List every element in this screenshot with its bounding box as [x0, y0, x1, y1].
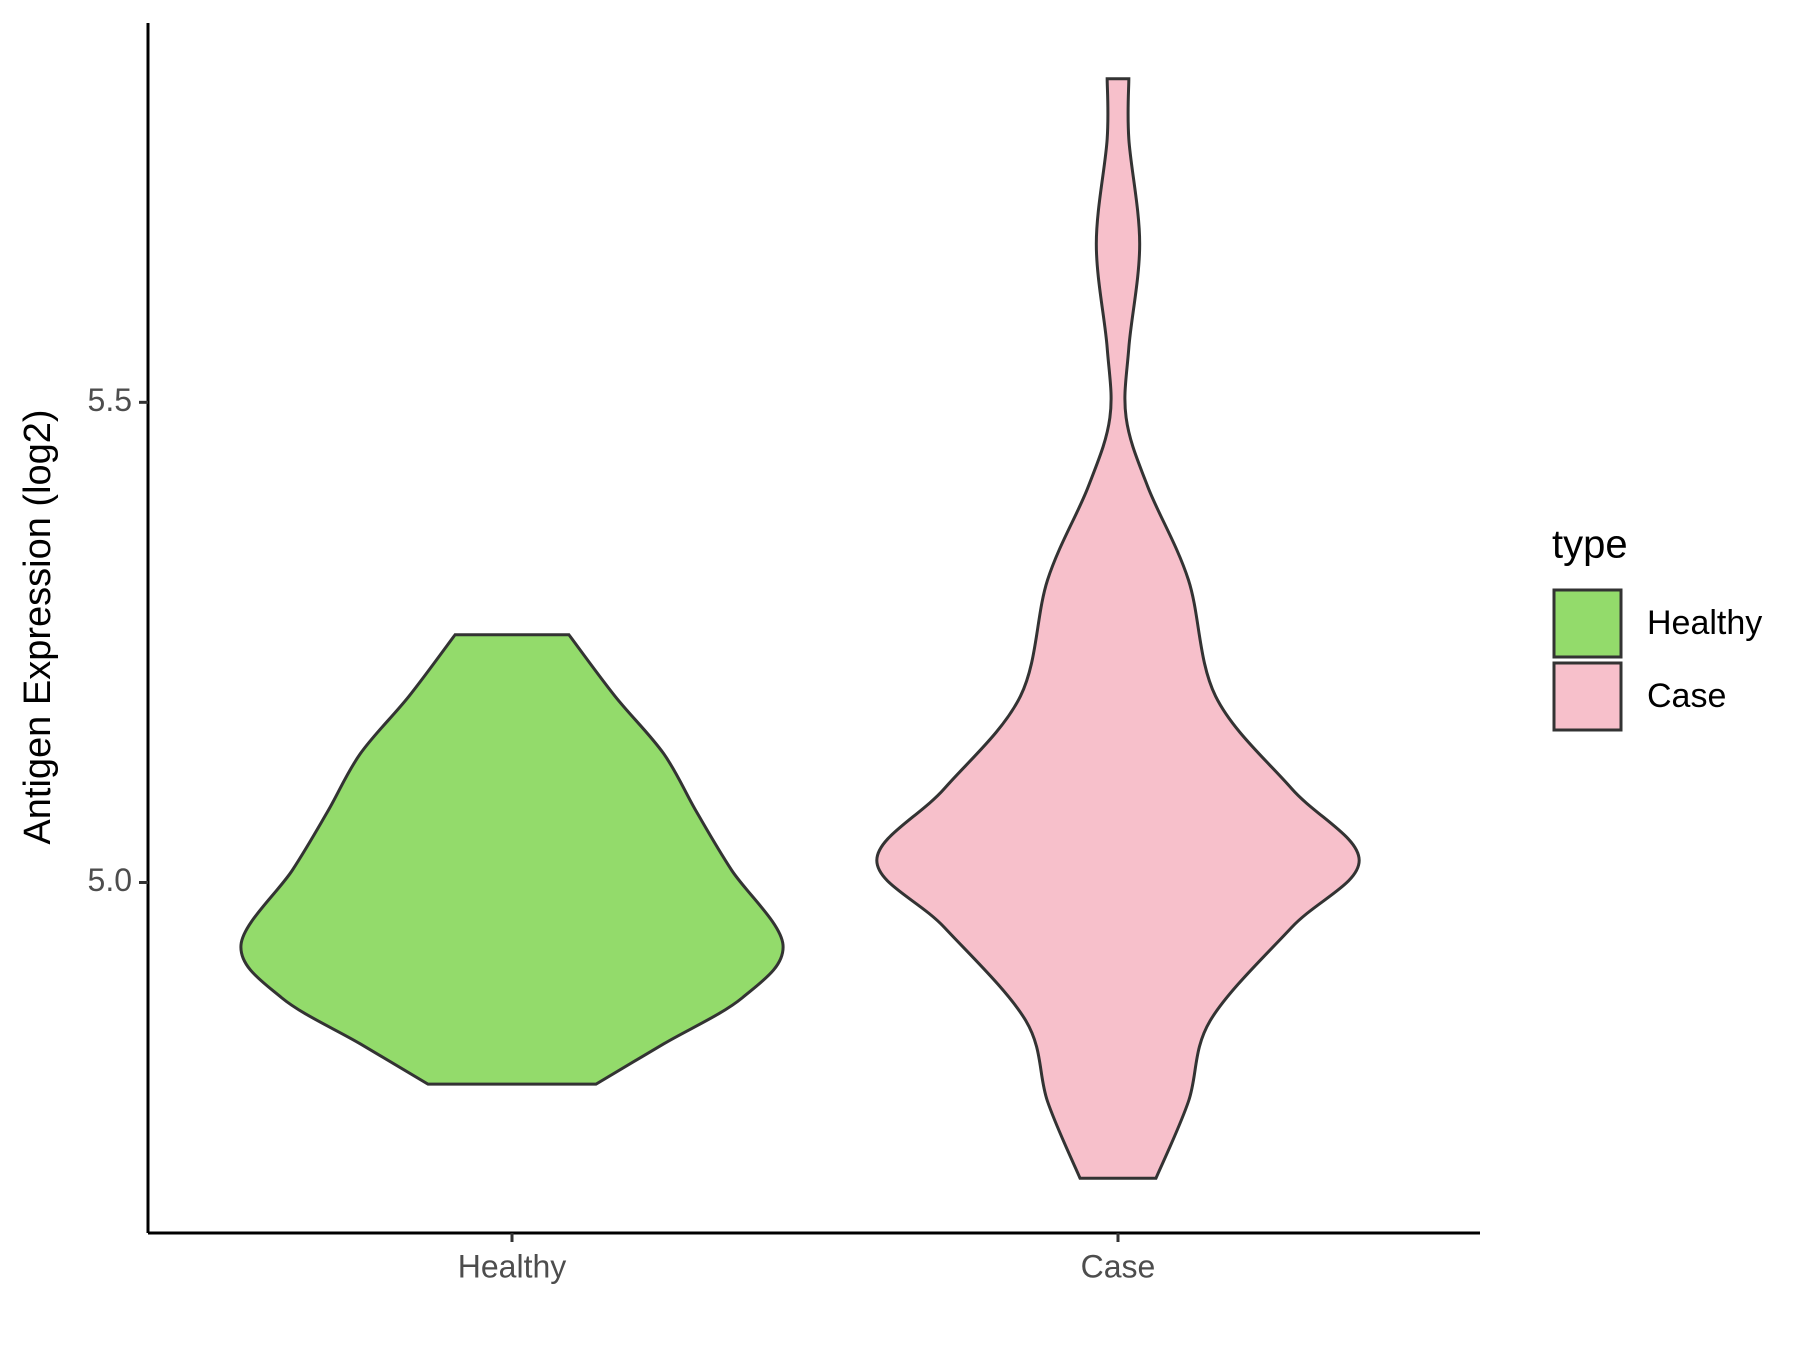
- y-axis-title: Antigen Expression (log2): [17, 409, 59, 844]
- x-tick-label: Healthy: [458, 1248, 567, 1284]
- legend-swatch: [1552, 588, 1623, 659]
- legend-label: Healthy: [1647, 604, 1762, 642]
- y-tick-label: 5.0: [88, 862, 132, 898]
- y-tick-label: 5.5: [88, 382, 132, 418]
- legend-label: Case: [1647, 677, 1726, 715]
- legend-title: type: [1552, 523, 1628, 567]
- violin: [239, 633, 785, 1086]
- legend-swatch: [1552, 661, 1623, 732]
- violin: [875, 77, 1361, 1180]
- x-tick-label: Case: [1081, 1248, 1156, 1284]
